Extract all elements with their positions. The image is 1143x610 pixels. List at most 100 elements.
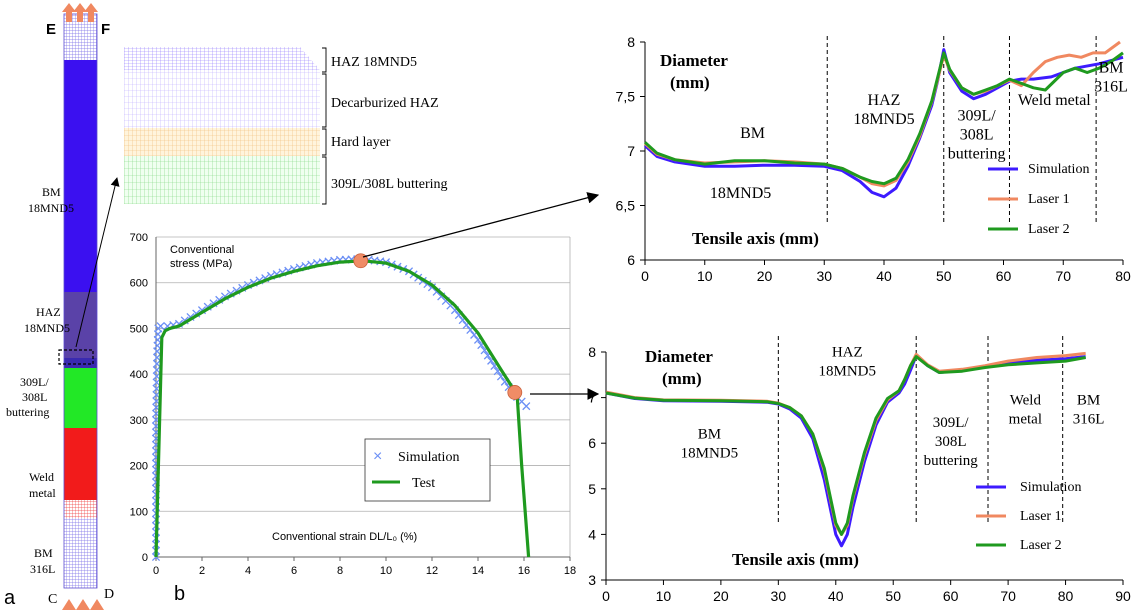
t-xtick-label: 0 [641, 268, 649, 284]
d-xtick-label: 10 [656, 588, 672, 604]
d-series-laser-2 [605, 355, 1086, 536]
d-xtick-label: 50 [885, 588, 901, 604]
stress-xtick-label: 8 [337, 565, 343, 577]
d-xtick-label: 40 [828, 588, 844, 604]
t-xtick-label: 40 [876, 268, 892, 284]
t-zone-label: BM [740, 125, 765, 142]
bottom-ylabel: Diameter (mm) [645, 347, 717, 388]
top-arrows [62, 3, 98, 22]
t-xtick-label: 80 [1115, 268, 1131, 284]
d-xtick-label: 0 [602, 588, 610, 604]
d-ytick-label: 5 [588, 481, 596, 497]
legend-simulation-marker: × [373, 448, 382, 465]
d-xtick-label: 90 [1115, 588, 1131, 604]
bottom-xlabel: Tensile axis (mm) [732, 550, 859, 569]
highlight-point [507, 385, 523, 400]
bottom-legend-laser2-label: Laser 2 [1020, 538, 1062, 553]
panel-label-b: b [174, 583, 185, 605]
specimen-top-fillet [64, 40, 97, 60]
mesh-label-hard: Hard layer [331, 135, 391, 150]
zone-haz-18mnd5 [64, 292, 97, 358]
simulation-marker [522, 402, 531, 411]
stress-ytick-label: 700 [130, 232, 148, 244]
stress-strain-chart: 0 100 200 300 400 500 600 700 0 2 4 6 8 10 12 14 16 18 Co… [130, 232, 576, 605]
stress-xtick-label: 10 [380, 565, 392, 577]
stress-xtick-label: 6 [291, 565, 297, 577]
t-zone-label: 18MND5 [710, 185, 771, 202]
stress-ytick-label: 100 [130, 506, 148, 518]
t-xtick-label: 30 [816, 268, 832, 284]
bottom-arrows [62, 599, 104, 610]
specimen-panel: E F C D BM 18MND5 HAZ 18MND5 309L/ 308L … [4, 3, 114, 610]
panel-label-a: a [4, 587, 16, 609]
zone-label-bm-316l: BM 316L [30, 546, 56, 576]
zone-buttering [64, 368, 97, 428]
bottom-legend-sim-label: Simulation [1020, 480, 1081, 495]
stress-ylabel: Conventional stress (MPa) [170, 244, 237, 270]
simulation-marker [156, 322, 165, 331]
zone-weld-mesh [64, 500, 97, 518]
t-zone-label: BM 316L [1094, 60, 1128, 96]
mesh-braces [322, 47, 327, 205]
stress-xtick-label: 2 [199, 565, 205, 577]
t-ytick-label: 7 [627, 143, 635, 159]
d-zone-label: BM 316L [1073, 392, 1105, 427]
mesh-layer-haz [124, 47, 320, 70]
t-xtick-label: 50 [936, 268, 952, 284]
zone-label-weld-metal: Weld metal [29, 470, 57, 500]
d-zone-label: 309L/308L buttering [924, 415, 979, 469]
zone-label-haz-18mnd5: HAZ 18MND5 [24, 305, 70, 335]
t-series-laser-2 [643, 51, 1124, 186]
stress-ytick-label: 500 [130, 323, 148, 335]
top-xlabel: Tensile axis (mm) [692, 229, 819, 248]
mesh-label-decarburized: Decarburized HAZ [331, 96, 439, 111]
t-xtick-label: 60 [996, 268, 1012, 284]
zoom-box [58, 349, 94, 365]
zone-label-buttering: 309L/ 308L buttering [6, 375, 52, 419]
stress-xtick-label: 12 [426, 565, 438, 577]
stress-ytick-label: 600 [130, 278, 148, 290]
simulation-marker [152, 359, 162, 368]
mesh-zoom: HAZ 18MND5 Decarburized HAZ Hard layer 3… [75, 47, 448, 348]
t-zone-label: 309L/308L buttering [948, 107, 1006, 162]
top-legend-sim-label: Simulation [1028, 162, 1089, 177]
corner-label-E: E [46, 21, 56, 38]
mesh-layer-buttering [124, 156, 320, 204]
t-ytick-label: 6 [627, 252, 635, 268]
zone-label-bm-18mnd5: BM 18MND5 [28, 185, 74, 215]
stress-xtick-label: 4 [245, 565, 251, 577]
zone-haz-thin [64, 358, 97, 368]
stress-xtick-label: 18 [564, 565, 576, 577]
d-ytick-label: 6 [588, 435, 596, 451]
t-zone-label: HAZ 18MND5 [853, 92, 914, 128]
d-ytick-label: 3 [588, 572, 596, 588]
arrow-to-top-chart [362, 192, 600, 258]
t-xtick-label: 20 [757, 268, 773, 284]
top-legend-laser2-label: Laser 2 [1028, 222, 1070, 237]
legend-simulation-label: Simulation [398, 450, 459, 465]
d-zone-label: Weld metal [1009, 392, 1042, 427]
mesh-layer-hard [124, 128, 320, 156]
stress-ytick-label: 200 [130, 461, 148, 473]
d-xtick-label: 60 [943, 588, 959, 604]
legend-test-label: Test [412, 476, 435, 491]
t-ytick-label: 8 [627, 34, 635, 50]
d-ytick-label: 4 [588, 526, 596, 542]
mesh-layer-decarburized [124, 70, 320, 128]
t-zone-label: Weld metal [1018, 92, 1091, 109]
d-zone-label: BM 18MND5 [681, 427, 739, 462]
simulation-marker [152, 353, 162, 362]
d-zone-label: HAZ 18MND5 [819, 345, 877, 380]
zone-bm-18mnd5 [64, 60, 97, 292]
mesh-label-buttering: 309L/308L buttering [331, 177, 448, 192]
top-ylabel: Diameter (mm) [660, 51, 732, 92]
top-legend-laser1-label: Laser 1 [1028, 192, 1070, 207]
stress-xtick-label: 0 [153, 565, 159, 577]
t-xtick-label: 70 [1055, 268, 1071, 284]
d-xtick-label: 80 [1058, 588, 1074, 604]
stress-ytick-label: 0 [142, 552, 148, 564]
test-series-line [154, 259, 531, 558]
